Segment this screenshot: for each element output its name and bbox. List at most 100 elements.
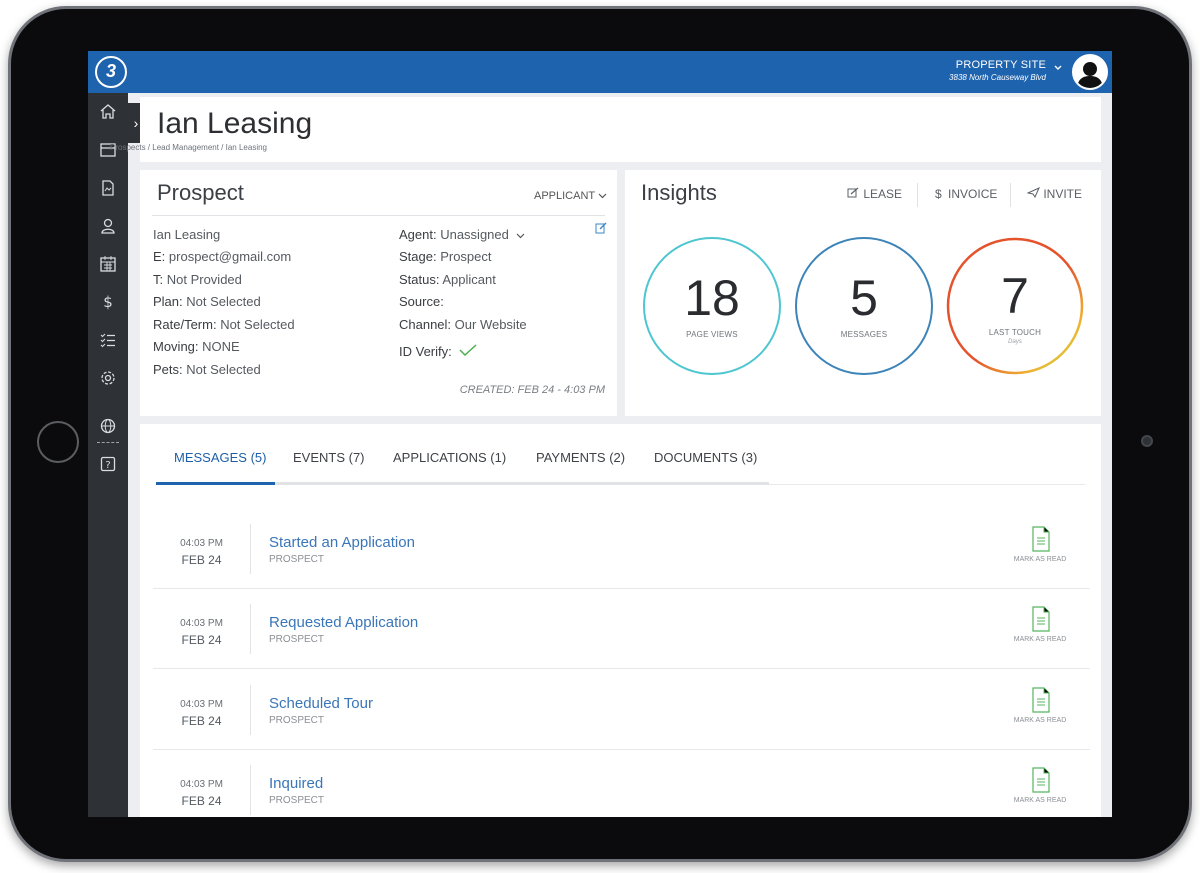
message-title[interactable]: Started an Application xyxy=(269,534,415,551)
row-divider xyxy=(153,588,1090,589)
prospect-divider xyxy=(152,215,605,216)
send-icon xyxy=(1026,187,1040,201)
sidebar-divider xyxy=(97,442,119,443)
tab-track xyxy=(156,482,769,485)
message-title[interactable]: Scheduled Tour xyxy=(269,695,373,712)
prospect-title: Prospect xyxy=(157,180,244,205)
user-icon[interactable] xyxy=(98,216,118,236)
prospect-source: Source: xyxy=(399,294,444,309)
message-time: 04:03 PM xyxy=(180,538,223,549)
message-date: FEB 24 xyxy=(181,714,222,728)
messages-value: 5 xyxy=(850,270,878,326)
lease-button[interactable]: LEASE xyxy=(847,187,902,201)
message-time: 04:03 PM xyxy=(180,618,223,629)
row-divider xyxy=(153,668,1090,669)
prospect-name: Ian Leasing xyxy=(153,227,221,242)
message-date: FEB 24 xyxy=(181,553,222,567)
window-icon[interactable] xyxy=(98,140,118,160)
home-icon[interactable] xyxy=(98,102,118,122)
mark-as-read-button[interactable]: MARK AS READ xyxy=(1013,797,1067,804)
page-header: Ian Leasing xyxy=(140,97,1101,162)
message-divider xyxy=(250,685,251,735)
message-row[interactable]: 04:03 PM FEB 24 Scheduled Tour PROSPECT … xyxy=(153,670,1090,750)
prospect-phone: T: Not Provided xyxy=(153,272,242,287)
insights-separator xyxy=(1010,183,1011,207)
chevron-down-icon xyxy=(598,190,607,202)
message-title[interactable]: Requested Application xyxy=(269,614,419,631)
lease-label: LEASE xyxy=(863,187,903,201)
tab-divider xyxy=(769,484,1085,485)
tab-events[interactable]: EVENTS (7) xyxy=(293,450,365,465)
prospect-pets: Pets: Not Selected xyxy=(153,362,261,377)
document-icon[interactable] xyxy=(98,178,118,198)
activity-card: MESSAGES (5) EVENTS (7) APPLICATIONS (1)… xyxy=(140,424,1101,817)
property-name: PROPERTY SITE xyxy=(955,59,1046,71)
page-title: Ian Leasing xyxy=(157,107,313,140)
message-time: 04:03 PM xyxy=(180,779,223,790)
tab-messages[interactable]: MESSAGES (5) xyxy=(174,450,267,465)
svg-text:?: ? xyxy=(105,460,110,471)
page-views-label: PAGE VIEWS xyxy=(686,330,738,339)
user-avatar[interactable] xyxy=(1072,54,1108,90)
tab-documents[interactable]: DOCUMENTS (3) xyxy=(654,450,758,465)
message-row[interactable]: 04:03 PM FEB 24 Inquired PROSPECT MARK A… xyxy=(153,750,1090,817)
sidebar: $ ? xyxy=(88,93,128,817)
insights-title: Insights xyxy=(641,180,717,205)
tab-applications[interactable]: APPLICATIONS (1) xyxy=(393,450,507,465)
invite-button[interactable]: INVITE xyxy=(1026,187,1082,201)
document-icon[interactable] xyxy=(1031,606,1051,632)
message-date: FEB 24 xyxy=(181,794,222,808)
mark-as-read-button[interactable]: MARK AS READ xyxy=(1013,717,1067,724)
messages-label: MESSAGES xyxy=(840,330,888,339)
property-selector[interactable]: PROPERTY SITE 3838 North Causeway Blvd xyxy=(949,59,1046,82)
insights-card: Insights LEASE $ INVOICE INVITE 18 PAGE … xyxy=(625,170,1101,416)
applicant-dropdown-label: APPLICANT xyxy=(534,190,595,202)
dollar-icon: $ xyxy=(935,187,942,201)
app-screen: 3 PROPERTY SITE 3838 North Causeway Blvd xyxy=(88,51,1112,817)
document-icon[interactable] xyxy=(1031,687,1051,713)
message-source: PROSPECT xyxy=(269,554,325,565)
help-icon[interactable]: ? xyxy=(98,454,118,474)
prospect-moving: Moving: NONE xyxy=(153,339,240,354)
insights-separator xyxy=(917,183,918,207)
prospect-status: Status: Applicant xyxy=(399,272,496,287)
mark-as-read-button[interactable]: MARK AS READ xyxy=(1013,636,1067,643)
dollar-icon[interactable]: $ xyxy=(98,292,118,312)
prospect-rate-term: Rate/Term: Not Selected xyxy=(153,317,295,332)
messages-metric: 5 MESSAGES xyxy=(795,237,933,375)
checklist-icon[interactable] xyxy=(98,330,118,350)
prospect-channel: Channel: Our Website xyxy=(399,317,527,332)
document-icon[interactable] xyxy=(1031,767,1051,793)
page-views-metric: 18 PAGE VIEWS xyxy=(643,237,781,375)
edit-icon[interactable] xyxy=(595,221,607,234)
last-touch-ring xyxy=(946,237,1084,375)
lease-icon xyxy=(847,187,860,201)
message-row[interactable]: 04:03 PM FEB 24 Requested Application PR… xyxy=(153,589,1090,669)
document-icon[interactable] xyxy=(1031,526,1051,552)
message-time: 04:03 PM xyxy=(180,699,223,710)
prospect-plan: Plan: Not Selected xyxy=(153,294,261,309)
app-logo[interactable]: 3 xyxy=(95,56,127,88)
tab-payments[interactable]: PAYMENTS (2) xyxy=(536,450,626,465)
message-title[interactable]: Inquired xyxy=(269,775,324,792)
gear-icon[interactable] xyxy=(98,368,118,388)
calendar-icon[interactable] xyxy=(98,254,118,274)
agent-dropdown[interactable]: Agent: Unassigned xyxy=(399,227,525,242)
breadcrumb[interactable]: Prospects / Lead Management / Ian Leasin… xyxy=(110,143,267,152)
invoice-label: INVOICE xyxy=(948,187,998,201)
prospect-stage: Stage: Prospect xyxy=(399,249,492,264)
message-row[interactable]: 04:03 PM FEB 24 Started an Application P… xyxy=(153,509,1090,589)
message-divider xyxy=(250,765,251,815)
mark-as-read-button[interactable]: MARK AS READ xyxy=(1013,556,1067,563)
page-views-value: 18 xyxy=(684,270,740,326)
message-source: PROSPECT xyxy=(269,634,325,645)
prospect-card: Prospect APPLICANT Ian Leasing E: prospe… xyxy=(140,170,617,416)
created-timestamp: CREATED: FEB 24 - 4:03 PM xyxy=(459,384,605,396)
globe-icon[interactable] xyxy=(98,416,118,436)
chevron-down-icon[interactable] xyxy=(1054,63,1062,74)
invoice-button[interactable]: $ INVOICE xyxy=(935,187,997,201)
applicant-dropdown[interactable]: APPLICANT xyxy=(534,190,607,202)
svg-text:$: $ xyxy=(103,293,113,311)
last-touch-metric: 7 LAST TOUCH Days xyxy=(946,237,1084,375)
check-icon xyxy=(459,344,477,359)
